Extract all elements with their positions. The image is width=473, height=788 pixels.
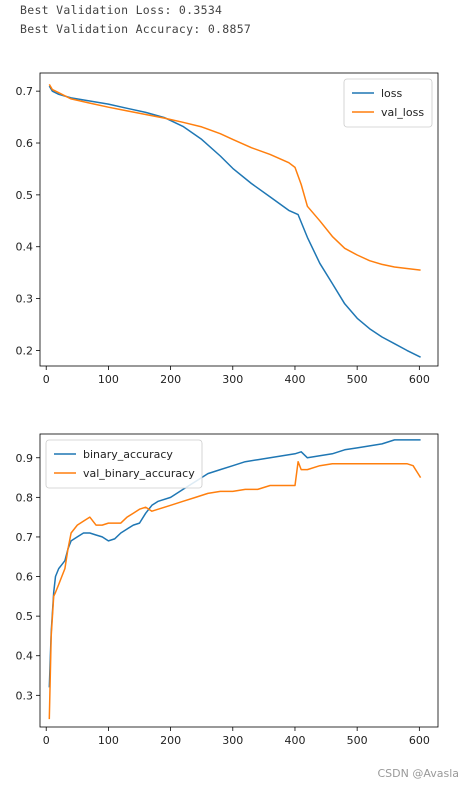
y-tick-label: 0.7 [16,85,34,98]
x-tick-label: 200 [160,734,181,747]
y-tick-label: 0.6 [16,137,34,150]
plot-frame [39,72,439,367]
y-tick-label: 0.2 [16,344,34,357]
loss-chart: 0.2 0.3 0.4 0.5 0.6 0.7 0 100 200 300 400 500 600 los… [16,72,439,386]
legend-label: binary_accuracy [83,448,173,461]
x-tick-label: 500 [347,373,368,386]
y-tick-label: 0.4 [16,241,34,254]
y-tick-label: 0.8 [16,491,34,504]
y-tick-label: 0.5 [16,610,34,623]
series-line-val-loss [48,84,421,271]
legend-label: val_binary_accuracy [83,467,195,480]
x-tick-label: 500 [347,734,368,747]
y-tick-label: 0.4 [16,650,34,663]
x-tick-label: 600 [409,373,430,386]
x-tick-label: 100 [98,734,119,747]
x-tick-label: 400 [284,734,305,747]
accuracy-chart: 0.3 0.4 0.5 0.6 0.7 0.8 0.9 0 100 200 300 400 500 600… [16,433,439,747]
y-tick-label: 0.7 [16,531,34,544]
best-val-accuracy-text: Best Validation Accuracy: 0.8857 [20,22,252,36]
x-tick-label: 600 [409,734,430,747]
x-tick-label: 200 [160,373,181,386]
y-tick-label: 0.3 [16,293,34,306]
x-tick-label: 0 [43,373,50,386]
legend-box [45,439,203,489]
legend-box [343,78,433,128]
x-tick-label: 0 [43,734,50,747]
legend-label: loss [381,87,403,100]
x-tick-label: 300 [222,734,243,747]
watermark: CSDN @Avasla [377,767,459,780]
legend-label: val_loss [381,106,424,119]
x-tick-label: 400 [284,373,305,386]
x-tick-label: 300 [222,373,243,386]
y-tick-label: 0.5 [16,189,34,202]
series-line-loss [48,85,421,358]
y-tick-label: 0.6 [16,571,34,584]
y-tick-label: 0.9 [16,452,34,465]
y-tick-label: 0.3 [16,689,34,702]
best-val-loss-text: Best Validation Loss: 0.3534 [20,3,223,17]
plot-frame [39,433,439,728]
series-line-val-binary-accuracy [48,460,422,720]
x-tick-label: 100 [98,373,119,386]
